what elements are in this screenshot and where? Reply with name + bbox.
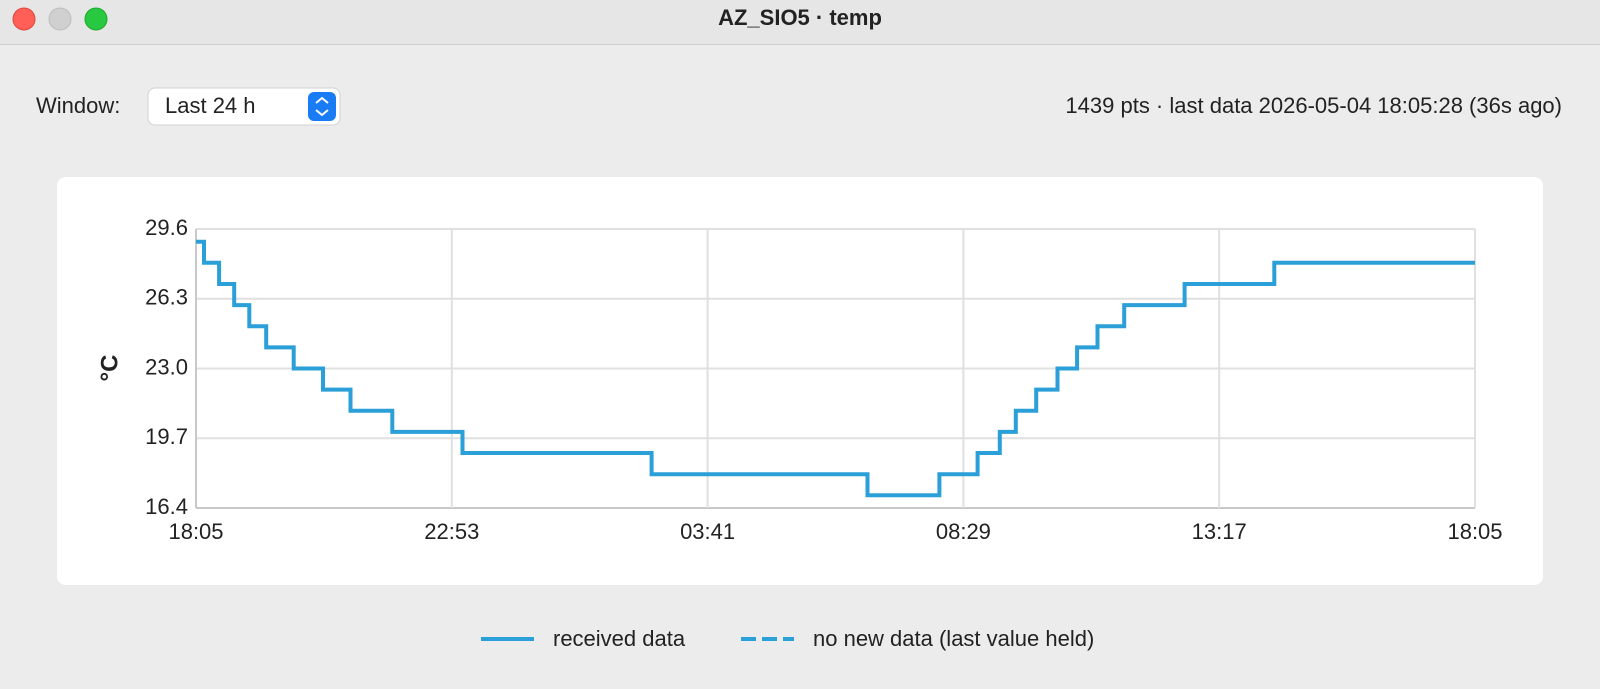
- x-tick-label: 08:29: [936, 519, 991, 544]
- y-axis-label: °C: [96, 355, 123, 382]
- status-text: 1439 pts · last data 2026-05-04 18:05:28…: [1065, 93, 1562, 118]
- x-tick-label: 13:17: [1192, 519, 1247, 544]
- x-tick-label: 18:05: [168, 519, 223, 544]
- select-box[interactable]: [147, 87, 341, 126]
- y-tick-label: 19.7: [145, 424, 188, 449]
- data-line: [196, 239, 1475, 498]
- x-tick-label: 18:05: [1447, 519, 1502, 544]
- zoom-button[interactable]: [84, 7, 108, 31]
- y-tick-label: 23.0: [145, 354, 188, 379]
- y-tick-label: 29.6: [145, 215, 188, 240]
- select-stepper[interactable]: [308, 92, 336, 121]
- x-tick-label: 03:41: [680, 519, 735, 544]
- chart-card: [57, 177, 1543, 585]
- minimize-button[interactable]: [48, 7, 72, 31]
- window-select[interactable]: Last 24 h: [147, 87, 341, 126]
- stepper-arrows: [315, 96, 329, 117]
- x-tick-label: 22:53: [424, 519, 479, 544]
- select-value[interactable]: Last 24 h: [165, 93, 256, 118]
- window-label: Window:: [36, 93, 120, 118]
- close-button[interactable]: [12, 7, 36, 31]
- y-tick-label: 26.3: [145, 285, 188, 310]
- legend-label: received data: [553, 626, 686, 651]
- title-bar: [0, 0, 1600, 44]
- window-title: AZ_SIO5 · temp: [718, 5, 882, 30]
- y-tick-label: 16.4: [145, 494, 188, 519]
- legend-label: no new data (last value held): [813, 626, 1094, 651]
